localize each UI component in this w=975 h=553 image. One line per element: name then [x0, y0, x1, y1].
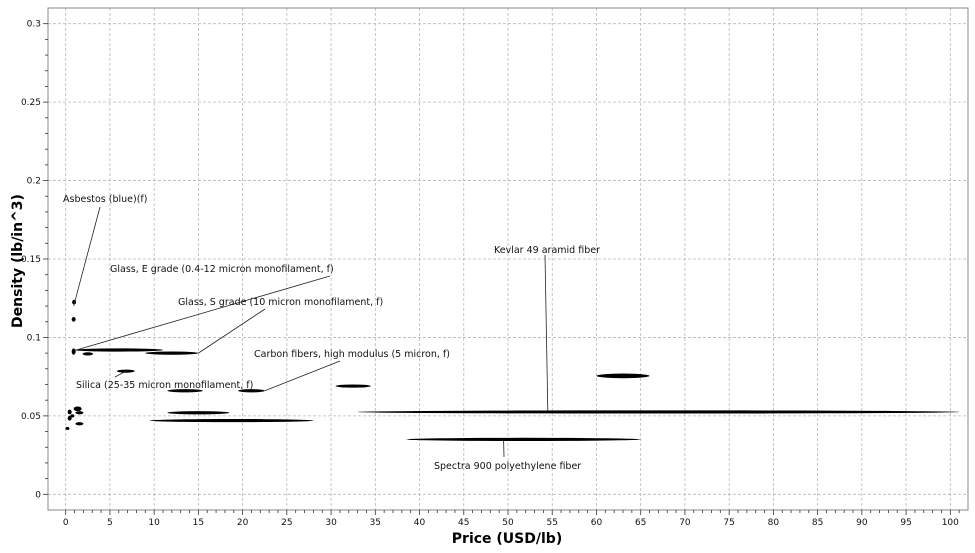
- data-point: [74, 348, 163, 352]
- x-tick-label: 5: [107, 518, 113, 528]
- x-tick-label: 85: [812, 518, 823, 528]
- data-marks: [65, 299, 960, 442]
- x-tick-label: 95: [900, 518, 911, 528]
- x-tick-label: 80: [768, 518, 780, 528]
- x-tick-label: 75: [723, 518, 734, 528]
- annotation-leader-line: [544, 254, 549, 412]
- data-point: [67, 415, 72, 421]
- annotation-leader-line: [264, 360, 341, 392]
- y-axis-title: Density (lb/in^3): [10, 194, 26, 328]
- x-tick-label: 0: [63, 518, 69, 528]
- x-tick-label: 65: [635, 518, 646, 528]
- annotation-label: Asbestos (blue)(f): [63, 194, 147, 205]
- x-tick-label: 15: [193, 518, 204, 528]
- data-point: [406, 437, 641, 442]
- x-tick-label: 60: [591, 518, 603, 528]
- x-tick-label: 50: [502, 518, 514, 528]
- data-point: [145, 351, 199, 355]
- x-tick-label: 90: [856, 518, 868, 528]
- y-tick-label: 0.05: [21, 412, 41, 422]
- y-tick-label: 0.3: [27, 20, 41, 30]
- annotation-leader-line: [198, 308, 266, 354]
- data-point: [167, 389, 203, 393]
- annotation-label: Spectra 900 polyethylene fiber: [434, 461, 581, 472]
- x-tick-label: 40: [414, 518, 426, 528]
- annotation-label: Glass, E grade (0.4-12 micron monofilame…: [110, 264, 334, 275]
- x-tick-label: 45: [458, 518, 469, 528]
- data-point: [71, 317, 76, 322]
- annotation-label: Glass, S grade (10 micron monofilament, …: [178, 297, 383, 308]
- data-point: [75, 411, 84, 415]
- annotation-leader-line: [73, 206, 101, 307]
- data-point: [70, 414, 75, 418]
- x-tick-label: 55: [547, 518, 558, 528]
- data-point: [149, 418, 314, 423]
- x-tick-label: 35: [370, 518, 381, 528]
- data-point: [335, 384, 371, 388]
- annotation-label: Carbon fibers, high modulus (5 micron, f…: [254, 349, 450, 360]
- y-tick-label: 0: [35, 490, 41, 500]
- axes: 0 5 10 15 20 25 30 35 40 45 50 55 60 65 70 75 80 85 90 95 10…: [21, 7, 969, 528]
- data-point: [65, 426, 70, 431]
- annotation-label: Kevlar 49 aramid fiber: [494, 245, 600, 256]
- data-point: [75, 422, 84, 426]
- annotation-leader-line: [76, 275, 331, 351]
- x-tick-label: 20: [237, 518, 249, 528]
- x-axis-title: Price (USD/lb): [452, 531, 562, 547]
- data-point: [238, 389, 265, 393]
- x-tick-label: 100: [942, 518, 959, 528]
- y-tick-label: 0.2: [27, 177, 41, 187]
- x-tick-label: 10: [148, 518, 160, 528]
- x-tick-label: 70: [679, 518, 691, 528]
- y-tick-label: 0.25: [21, 98, 41, 108]
- annotations: Asbestos (blue)(f) Glass, E grade (0.4-12…: [63, 194, 600, 472]
- data-point: [357, 410, 960, 414]
- data-point: [82, 352, 94, 356]
- y-tick-label: 0.1: [27, 333, 41, 343]
- grid: [48, 8, 968, 510]
- data-point: [73, 406, 82, 412]
- data-point: [67, 409, 72, 415]
- x-tick-label: 25: [281, 518, 292, 528]
- annotation-leader-line: [114, 370, 127, 378]
- annotation-label: Silica (25-35 micron monofilament, f): [76, 380, 253, 391]
- x-tick-label: 30: [325, 518, 337, 528]
- data-point: [167, 411, 230, 415]
- data-point: [71, 348, 76, 355]
- data-point: [596, 373, 650, 379]
- y-tick-label: 0.15: [21, 255, 41, 265]
